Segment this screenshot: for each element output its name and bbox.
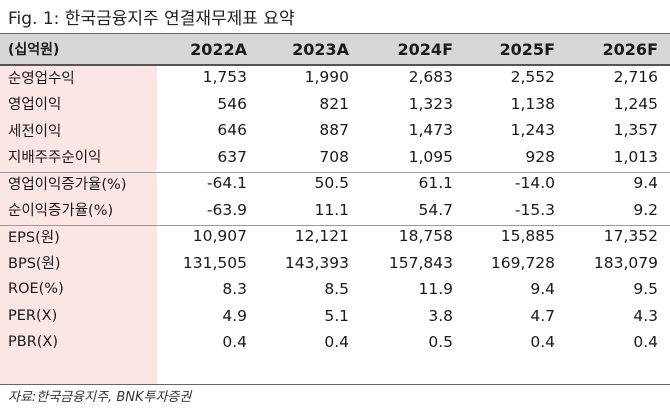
table-cell: 1,245 xyxy=(613,94,658,113)
table-row: PER(X) 4.9 5.1 3.8 4.7 4.3 xyxy=(0,303,670,330)
table-cell: 17,352 xyxy=(603,227,658,246)
table-cell: 4.3 xyxy=(633,306,658,325)
table-cell: 50.5 xyxy=(314,174,349,193)
table-cell: 0.4 xyxy=(222,333,247,352)
table-row: 순이익증가율(%) -63.9 11.1 54.7 -15.3 9.2 xyxy=(0,197,670,224)
table-cell: 12,121 xyxy=(294,227,349,246)
table-cell: 0.4 xyxy=(633,333,658,352)
column-header: 2022A xyxy=(190,39,247,59)
source-note: 자료:한국금융지주, BNK투자증권 xyxy=(8,390,192,405)
table-cell: 646 xyxy=(217,121,247,140)
table-cell: 1,473 xyxy=(408,121,453,140)
table-cell: 18,758 xyxy=(398,227,453,246)
table-cell: 1,990 xyxy=(304,68,349,87)
table-cell: 61.1 xyxy=(418,174,453,193)
header-divider xyxy=(0,64,670,66)
table-cell: 1,243 xyxy=(510,121,555,140)
row-label: 순이익증가율(%) xyxy=(8,203,114,220)
table-cell: 8.5 xyxy=(324,280,349,299)
table-header-row: (십억원) 2022A 2023A 2024F 2025F 2026F xyxy=(0,34,670,64)
row-label: 영업이익 xyxy=(8,97,62,114)
table-cell: -64.1 xyxy=(206,174,247,193)
table-cell: 546 xyxy=(217,94,247,113)
table-cell: 2,716 xyxy=(613,68,658,87)
table-cell: 15,885 xyxy=(500,227,555,246)
table-cell: 143,393 xyxy=(284,253,349,272)
table-cell: 1,753 xyxy=(202,68,247,87)
table-cell: 1,013 xyxy=(613,147,658,166)
table-cell: 1,323 xyxy=(408,94,453,113)
table-cell: -14.0 xyxy=(514,174,555,193)
table-row: PBR(X) 0.4 0.4 0.5 0.4 0.4 xyxy=(0,329,670,356)
row-label: 순영업수익 xyxy=(8,70,75,87)
column-header: 2026F xyxy=(602,39,658,59)
financial-summary-table: (십억원) 2022A 2023A 2024F 2025F 2026F 순영업수… xyxy=(0,34,670,356)
table-cell: 9.4 xyxy=(633,174,658,193)
table-row: 세전이익 646 887 1,473 1,243 1,357 xyxy=(0,117,670,144)
table-cell: 169,728 xyxy=(490,253,555,272)
row-label: 지배주주순이익 xyxy=(8,150,102,167)
table-row: 영업이익증가율(%) -64.1 50.5 61.1 -14.0 9.4 xyxy=(0,170,670,197)
table-cell: -15.3 xyxy=(514,200,555,219)
table-cell: 1,095 xyxy=(408,147,453,166)
table-cell: 0.5 xyxy=(428,333,453,352)
table-cell: 3.8 xyxy=(428,306,453,325)
table-cell: 10,907 xyxy=(192,227,247,246)
table-cell: 0.4 xyxy=(530,333,555,352)
table-cell: 4.7 xyxy=(530,306,555,325)
table-cell: 4.9 xyxy=(222,306,247,325)
table-cell: 157,843 xyxy=(388,253,453,272)
table-row: 지배주주순이익 637 708 1,095 928 1,013 xyxy=(0,144,670,171)
section-divider xyxy=(0,172,670,173)
table-row: EPS(원) 10,907 12,121 18,758 15,885 17,352 xyxy=(0,223,670,250)
table-cell: 708 xyxy=(319,147,349,166)
column-header: 2025F xyxy=(499,39,555,59)
table-cell: 183,079 xyxy=(593,253,658,272)
table-cell: 54.7 xyxy=(418,200,453,219)
table-cell: 637 xyxy=(217,147,247,166)
table-cell: 821 xyxy=(319,94,349,113)
column-header: 2024F xyxy=(397,39,453,59)
table-cell: 887 xyxy=(319,121,349,140)
row-label: 세전이익 xyxy=(8,123,62,140)
column-header: 2023A xyxy=(292,39,349,59)
title-divider xyxy=(0,33,670,34)
table-cell: 1,138 xyxy=(510,94,555,113)
table-row: 영업이익 546 821 1,323 1,138 1,245 xyxy=(0,91,670,118)
table-row: BPS(원) 131,505 143,393 157,843 169,728 183,07… xyxy=(0,250,670,277)
row-label: ROE(%) xyxy=(8,281,64,298)
row-label: EPS(원) xyxy=(8,229,60,246)
table-cell: 2,683 xyxy=(408,68,453,87)
figure-title: Fig. 1: 한국금융지주 연결재무제표 요약 xyxy=(8,9,295,29)
row-label: PER(X) xyxy=(8,307,58,324)
section-divider xyxy=(0,225,670,226)
table-cell: 9.4 xyxy=(530,280,555,299)
table-cell: 8.3 xyxy=(222,280,247,299)
row-label: BPS(원) xyxy=(8,256,61,273)
table-cell: 9.2 xyxy=(633,200,658,219)
unit-label: (십억원) xyxy=(8,42,60,58)
table-cell: 9.5 xyxy=(633,280,658,299)
row-label: PBR(X) xyxy=(8,334,59,351)
table-bottom-rule xyxy=(0,384,670,385)
table-cell: 131,505 xyxy=(182,253,247,272)
row-label: 영업이익증가율(%) xyxy=(8,176,127,193)
table-cell: 11.9 xyxy=(418,280,453,299)
table-cell: 11.1 xyxy=(314,200,349,219)
table-cell: 0.4 xyxy=(324,333,349,352)
table-cell: -63.9 xyxy=(206,200,247,219)
table-cell: 2,552 xyxy=(510,68,555,87)
table-cell: 5.1 xyxy=(324,306,349,325)
table-cell: 928 xyxy=(525,147,555,166)
table-row: 순영업수익 1,753 1,990 2,683 2,552 2,716 xyxy=(0,64,670,91)
table-cell: 1,357 xyxy=(613,121,658,140)
table-row: ROE(%) 8.3 8.5 11.9 9.4 9.5 xyxy=(0,276,670,303)
header-band xyxy=(0,34,670,64)
